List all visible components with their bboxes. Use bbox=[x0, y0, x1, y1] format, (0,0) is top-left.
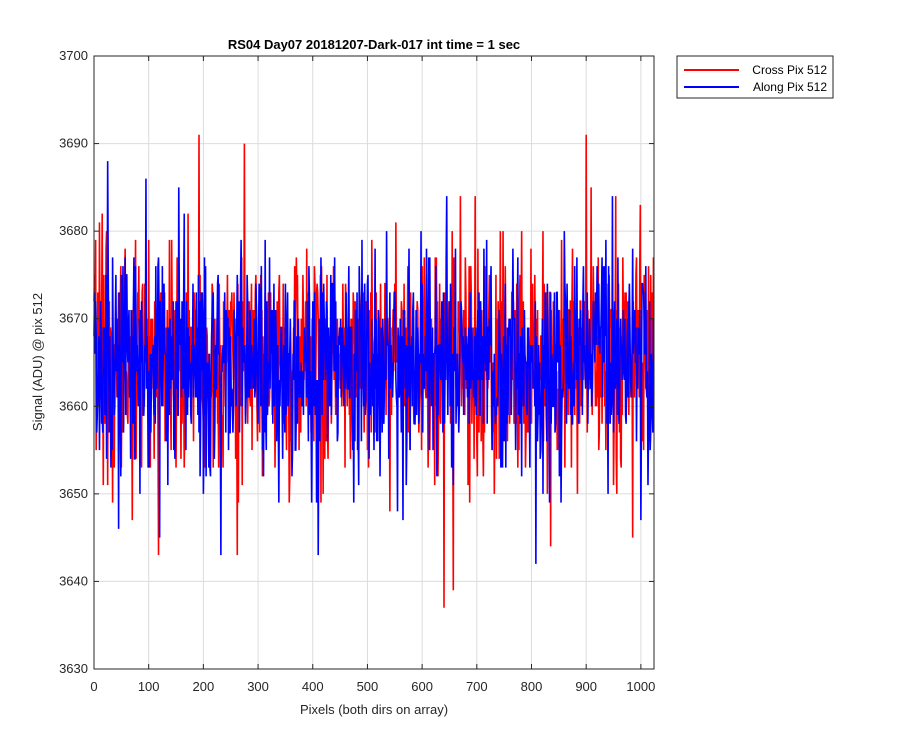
legend-label-along: Along Pix 512 bbox=[753, 80, 827, 94]
x-tick-label: 900 bbox=[575, 679, 597, 694]
x-tick-label: 800 bbox=[521, 679, 543, 694]
y-tick-label: 3690 bbox=[59, 136, 88, 151]
x-tick-label: 0 bbox=[90, 679, 97, 694]
y-tick-label: 3700 bbox=[59, 48, 88, 63]
series-layer bbox=[93, 134, 655, 608]
y-tick-label: 3670 bbox=[59, 311, 88, 326]
y-tick-labels: 3630 3640 3650 3660 3670 3680 3690 3700 bbox=[59, 48, 88, 676]
x-tick-label: 1000 bbox=[626, 679, 655, 694]
y-tick-label: 3630 bbox=[59, 661, 88, 676]
y-tick-label: 3660 bbox=[59, 398, 88, 413]
x-tick-label: 600 bbox=[411, 679, 433, 694]
x-axis-label: Pixels (both dirs on array) bbox=[300, 702, 448, 717]
legend-box bbox=[676, 55, 834, 99]
x-tick-label: 300 bbox=[247, 679, 269, 694]
x-tick-label: 700 bbox=[466, 679, 488, 694]
y-axis-label: Signal (ADU) @ pix 512 bbox=[30, 293, 45, 431]
chart-title: RS04 Day07 20181207-Dark-017 int time = … bbox=[228, 37, 520, 52]
x-tick-labels: 0 100 200 300 400 500 600 700 800 900 1000 bbox=[90, 679, 655, 694]
legend: Cross Pix 512 Along Pix 512 bbox=[676, 55, 834, 99]
legend-label-cross: Cross Pix 512 bbox=[752, 63, 827, 77]
x-tick-label: 500 bbox=[357, 679, 379, 694]
series-line-along-pix-512 bbox=[93, 161, 655, 564]
plot-frame bbox=[93, 55, 655, 670]
ticks bbox=[93, 55, 654, 670]
x-tick-label: 400 bbox=[302, 679, 324, 694]
x-tick-label: 200 bbox=[193, 679, 215, 694]
y-tick-label: 3650 bbox=[59, 486, 88, 501]
y-tick-label: 3640 bbox=[59, 573, 88, 588]
y-tick-label: 3680 bbox=[59, 223, 88, 238]
x-tick-label: 100 bbox=[138, 679, 160, 694]
